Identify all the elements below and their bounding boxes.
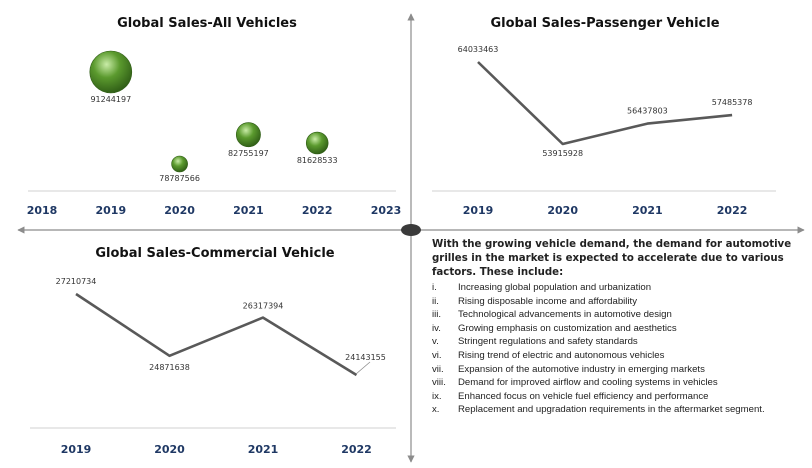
growth-factor-number: x. bbox=[432, 404, 440, 416]
chart-commercial-data-label: 26317394 bbox=[243, 302, 284, 311]
growth-factor-text: Increasing global population and urbaniz… bbox=[458, 282, 652, 293]
chart-all-vehicles-x-tick: 2022 bbox=[302, 204, 333, 217]
growth-factor-item: vi. Rising trend of electric and autonomo… bbox=[432, 349, 804, 363]
chart-passenger-vehicle: Global Sales-Passenger Vehicle 64033463 5… bbox=[432, 16, 776, 217]
growth-factor-text: Demand for improved airflow and cooling … bbox=[458, 377, 718, 389]
growth-factor-item: vii. Expansion of the automotive industry… bbox=[432, 363, 804, 377]
chart-all-vehicles-bubble bbox=[305, 131, 329, 155]
growth-factor-number: ix. bbox=[432, 390, 442, 402]
chart-all-vehicles-data-label: 78787566 bbox=[159, 174, 200, 183]
chart-commercial-leader-line bbox=[355, 361, 371, 375]
growth-factor-text: Growing emphasis on customization and ae… bbox=[458, 322, 677, 334]
chart-all-vehicles-data-label: 81628533 bbox=[297, 156, 338, 165]
growth-factor-text: Enhanced focus on vehicle fuel efficienc… bbox=[458, 390, 709, 402]
growth-factor-text: Rising disposable income and affordabili… bbox=[458, 295, 638, 307]
chart-commercial-x-tick: 2020 bbox=[154, 443, 185, 456]
chart-commercial-data-label: 24143155 bbox=[345, 353, 386, 362]
growth-factor-item: x. Replacement and upgradation requiremen… bbox=[432, 403, 804, 417]
growth-factor-item: ii. Rising disposable income and affordab… bbox=[432, 295, 804, 309]
chart-all-vehicles-x-tick: 2019 bbox=[95, 204, 126, 217]
chart-all-vehicles-x-tick: 2018 bbox=[27, 204, 58, 217]
chart-passenger-x-tick: 2020 bbox=[547, 204, 578, 217]
chart-commercial-x-tick: 2022 bbox=[341, 443, 372, 456]
growth-factor-item: i. Increasing global population and urban… bbox=[432, 281, 804, 295]
growth-factor-number: vii. bbox=[432, 363, 444, 375]
chart-passenger-data-label: 56437803 bbox=[627, 107, 668, 116]
chart-commercial-vehicle: Global Sales-Commercial Vehicle 27210734… bbox=[30, 246, 396, 456]
chart-passenger-x-tick: 2021 bbox=[632, 204, 663, 217]
chart-passenger-x-tick: 2022 bbox=[717, 204, 748, 217]
chart-passenger-data-label: 53915928 bbox=[542, 149, 583, 158]
chart-commercial-x-tick: 2021 bbox=[248, 443, 279, 456]
growth-factor-item: ix. Enhanced focus on vehicle fuel effici… bbox=[432, 390, 804, 404]
growth-factor-item: viii. Demand for improved airflow and coo… bbox=[432, 376, 804, 390]
chart-passenger-line bbox=[477, 61, 733, 146]
chart-all-vehicles-bubble bbox=[171, 155, 188, 173]
growth-factor-text: Stringent regulations and safety standar… bbox=[458, 336, 638, 348]
growth-factor-number: viii. bbox=[432, 377, 446, 389]
chart-all-vehicles-x-tick: 2023 bbox=[371, 204, 402, 217]
chart-commercial-title: Global Sales-Commercial Vehicle bbox=[95, 246, 334, 261]
growth-factors-panel: With the growing vehicle demand, the dem… bbox=[432, 238, 804, 417]
growth-factor-item: iv. Growing emphasis on customization and… bbox=[432, 322, 804, 336]
chart-passenger-data-label: 64033463 bbox=[458, 45, 499, 54]
growth-factor-item: v. Stringent regulations and safety stand… bbox=[432, 335, 804, 349]
growth-factors-list: i. Increasing global population and urban… bbox=[432, 281, 804, 417]
center-dot bbox=[401, 224, 421, 236]
chart-commercial-data-label: 27210734 bbox=[56, 277, 97, 286]
growth-factor-number: ii. bbox=[432, 295, 439, 307]
chart-commercial-x-tick: 2019 bbox=[61, 443, 92, 456]
growth-factor-text: Rising trend of electric and autonomous … bbox=[458, 349, 665, 361]
chart-passenger-title: Global Sales-Passenger Vehicle bbox=[490, 16, 719, 31]
growth-factor-number: vi. bbox=[432, 349, 442, 361]
chart-all-vehicles: Global Sales-All Vehicles 91244197 787875… bbox=[27, 16, 402, 217]
growth-factor-item: iii. Technological advancements in automo… bbox=[432, 308, 804, 322]
growth-factor-number: v. bbox=[432, 336, 439, 348]
growth-factors-intro: With the growing vehicle demand, the dem… bbox=[432, 239, 792, 278]
chart-passenger-data-label: 57485378 bbox=[712, 98, 753, 107]
chart-all-vehicles-x-tick: 2021 bbox=[233, 204, 264, 217]
chart-all-vehicles-bubble bbox=[89, 50, 133, 94]
growth-factor-text: Technological advancements in automotive… bbox=[458, 309, 672, 321]
growth-factor-number: iii. bbox=[432, 309, 442, 321]
growth-factor-number: i. bbox=[432, 282, 437, 293]
growth-factor-text: Expansion of the automotive industry in … bbox=[458, 363, 705, 375]
chart-all-vehicles-data-label: 91244197 bbox=[90, 95, 131, 104]
growth-factor-text: Replacement and upgradation requirements… bbox=[458, 404, 765, 416]
growth-factor-number: iv. bbox=[432, 322, 441, 334]
chart-commercial-data-label: 24871638 bbox=[149, 363, 190, 372]
chart-passenger-x-tick: 2019 bbox=[463, 204, 494, 217]
chart-all-vehicles-x-tick: 2020 bbox=[164, 204, 195, 217]
chart-all-vehicles-data-label: 82755197 bbox=[228, 149, 269, 158]
chart-all-vehicles-title: Global Sales-All Vehicles bbox=[117, 16, 297, 31]
chart-all-vehicles-bubble bbox=[235, 122, 261, 148]
chart-commercial-line bbox=[75, 292, 358, 377]
